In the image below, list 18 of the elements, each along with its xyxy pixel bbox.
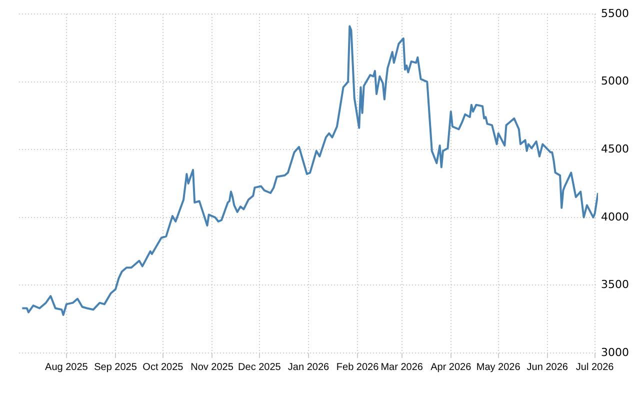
y-tick-label: 3000 [601, 346, 630, 359]
x-tick-label: May 2026 [476, 362, 521, 373]
y-tick-label: 4500 [601, 142, 630, 156]
x-tick-label: Oct 2025 [142, 362, 184, 373]
x-tick-label: Dec 2025 [238, 362, 282, 373]
x-tick-label: Jan 2026 [288, 362, 330, 373]
y-tick-label: 3500 [601, 278, 630, 292]
x-tick-label: Jul 2026 [576, 362, 614, 373]
x-tick-label: Apr 2026 [430, 362, 472, 373]
y-tick-label: 5000 [601, 74, 630, 88]
x-tick-label: Feb 2026 [336, 362, 380, 373]
x-tick-label: Sep 2025 [94, 362, 138, 373]
y-tick-label: 5500 [601, 6, 630, 20]
x-tick-label: Aug 2025 [45, 362, 88, 373]
x-tick-label: Jun 2026 [526, 362, 568, 373]
x-tick-label: Mar 2026 [380, 362, 424, 373]
x-tick-label: Nov 2025 [190, 362, 234, 373]
y-tick-label: 4000 [601, 210, 630, 224]
